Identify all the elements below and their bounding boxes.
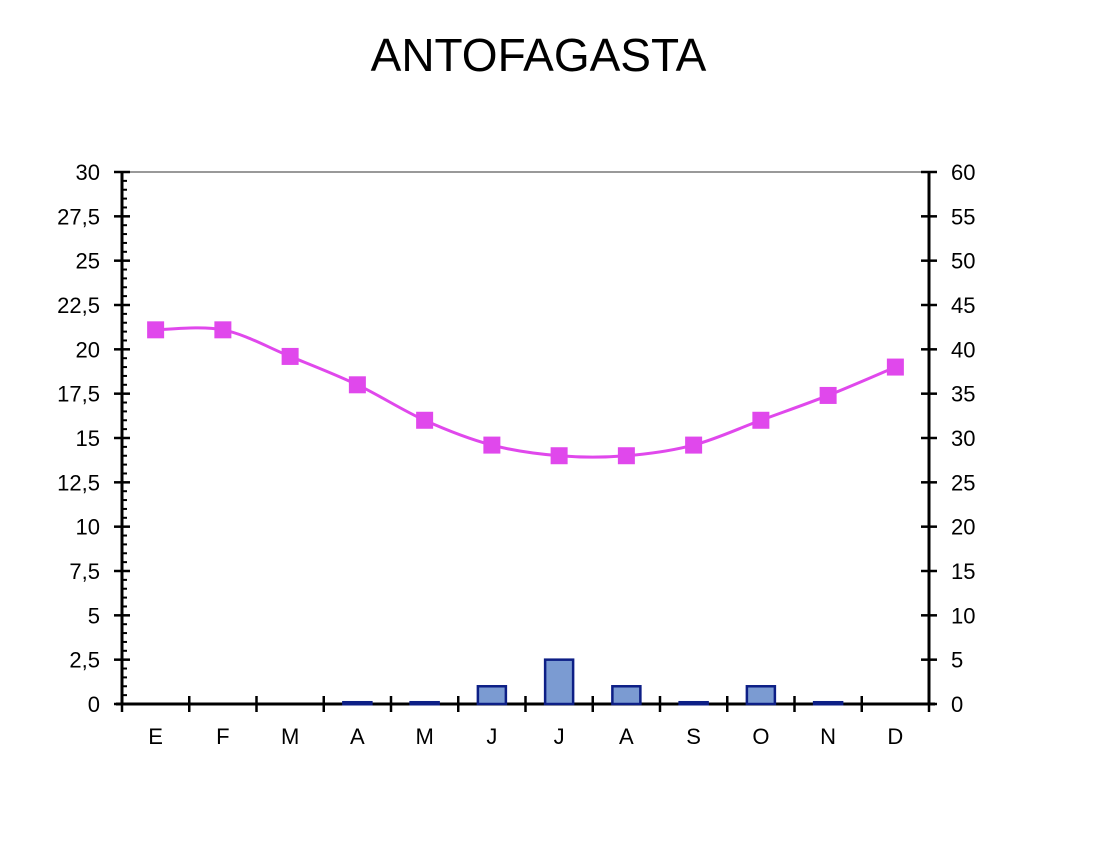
left-tick-label: 5	[88, 603, 100, 628]
chart-title: ANTOFAGASTA	[370, 29, 707, 81]
left-tick-label: 20	[76, 337, 100, 362]
left-tick-label: 22,5	[57, 293, 100, 318]
temperature-marker	[483, 436, 501, 454]
right-tick-label: 15	[951, 559, 975, 584]
right-tick-label: 50	[951, 249, 975, 274]
temperature-marker	[147, 321, 165, 339]
right-tick-label: 20	[951, 515, 975, 540]
right-tick-label: 5	[951, 648, 963, 673]
left-tick-label: 27,5	[57, 204, 100, 229]
right-tick-label: 0	[951, 692, 963, 717]
precipitation-bar	[543, 658, 575, 706]
left-tick-label: 10	[76, 515, 100, 540]
temperature-marker	[819, 386, 837, 404]
right-tick-label: 40	[951, 337, 975, 362]
x-tick-label: J	[554, 724, 565, 749]
precipitation-bar	[342, 700, 373, 706]
precipitation-bars	[342, 658, 844, 706]
right-tick-label: 55	[951, 204, 975, 229]
precipitation-bar	[812, 700, 844, 706]
temperature-marker	[617, 447, 635, 465]
precipitation-bar	[678, 700, 709, 706]
precipitation-bar	[476, 685, 508, 706]
right-tick-label: 25	[951, 470, 975, 495]
tick-labels: 0 2,5 5 7,5 10 12,5 15 17,5 20 22,5 25 27,5 30 0 5 10 15…	[57, 160, 975, 749]
left-tick-label: 17,5	[57, 382, 100, 407]
left-tick-label: 7,5	[69, 559, 100, 584]
right-tick-label: 35	[951, 382, 975, 407]
x-tick-label: M	[415, 724, 433, 749]
right-tick-label: 10	[951, 603, 975, 628]
x-tick-label: A	[350, 724, 365, 749]
temperature-marker	[550, 447, 568, 465]
left-tick-label: 15	[76, 426, 100, 451]
x-tick-label: N	[820, 724, 836, 749]
x-tick-label: J	[486, 724, 497, 749]
left-tick-label: 12,5	[57, 470, 100, 495]
x-tick-label: F	[216, 724, 229, 749]
precipitation-bar	[745, 685, 777, 706]
temperature-marker	[281, 347, 299, 365]
precipitation-bar	[611, 685, 642, 706]
x-tick-label: A	[619, 724, 634, 749]
left-tick-label: 30	[76, 160, 100, 185]
temperature-line-path	[155, 326, 896, 459]
temperature-line	[147, 321, 904, 465]
temperature-marker	[685, 436, 703, 454]
right-tick-label: 60	[951, 160, 975, 185]
x-tick-label: S	[686, 724, 701, 749]
temperature-marker	[416, 411, 434, 429]
left-tick-label: 25	[76, 249, 100, 274]
x-tick-label: E	[148, 724, 163, 749]
precipitation-bar	[409, 700, 440, 706]
left-tick-label: 0	[88, 692, 100, 717]
x-tick-label: O	[752, 724, 769, 749]
right-tick-label: 45	[951, 293, 975, 318]
temperature-marker	[214, 321, 232, 339]
right-tick-label: 30	[951, 426, 975, 451]
x-tick-label: M	[281, 724, 299, 749]
x-tick-label: D	[887, 724, 903, 749]
temperature-marker	[752, 411, 770, 429]
temperature-marker	[886, 358, 904, 376]
left-tick-label: 2,5	[69, 648, 100, 673]
axes	[114, 170, 937, 712]
temperature-marker	[348, 376, 366, 394]
